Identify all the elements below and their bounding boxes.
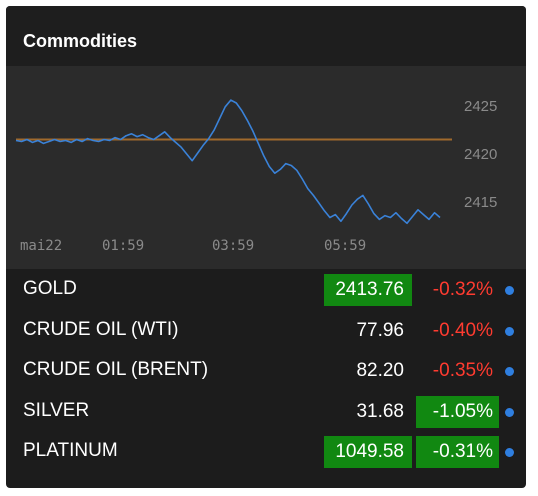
commodity-name: SILVER xyxy=(23,399,90,421)
chart-svg: 2425 2420 2415 mai22 01:59 03:59 05:59 xyxy=(15,98,497,254)
y-tick-label: 2420 xyxy=(464,146,497,163)
commodity-price: 82.20 xyxy=(356,360,404,381)
commodity-change: -0.35% xyxy=(432,360,493,381)
status-dot-icon xyxy=(505,448,514,457)
commodity-name: CRUDE OIL (WTI) xyxy=(23,318,179,340)
commodity-row[interactable]: CRUDE OIL (BRENT) 82.20 -0.35% xyxy=(6,350,526,390)
x-tick-label: 03:59 xyxy=(212,238,254,254)
widget-title: Commodities xyxy=(23,31,138,51)
commodity-name: GOLD xyxy=(23,278,77,299)
commodity-change: -0.40% xyxy=(432,319,493,341)
commodity-price: 77.96 xyxy=(356,319,404,341)
widget-header: Commodities xyxy=(6,6,526,66)
commodity-row[interactable]: SILVER 31.68 -1.05% xyxy=(6,391,526,431)
status-dot-icon xyxy=(505,407,514,417)
status-dot-icon xyxy=(505,367,514,376)
price-line-series xyxy=(15,99,441,225)
commodity-row[interactable]: CRUDE OIL (WTI) 77.96 -0.40% xyxy=(6,310,526,350)
commodity-row[interactable]: PLATINUM 1049.58 -0.31% xyxy=(6,431,526,471)
commodity-price: 1049.58 xyxy=(324,436,412,468)
commodity-change: -1.05% xyxy=(416,395,499,428)
x-tick-label: 05:59 xyxy=(324,238,366,254)
status-dot-icon xyxy=(505,286,514,295)
commodity-name: PLATINUM xyxy=(23,440,118,461)
y-tick-label: 2425 xyxy=(464,98,497,115)
y-tick-label: 2415 xyxy=(464,194,497,211)
commodity-change: -0.32% xyxy=(432,279,493,300)
commodity-change: -0.31% xyxy=(416,436,499,468)
x-tick-label: 01:59 xyxy=(102,238,144,254)
x-tick-label: mai22 xyxy=(20,238,62,254)
price-chart[interactable]: 2425 2420 2415 mai22 01:59 03:59 05:59 xyxy=(6,66,526,269)
commodity-price: 2413.76 xyxy=(324,274,412,306)
commodity-name: CRUDE OIL (BRENT) xyxy=(23,359,209,380)
commodity-price: 31.68 xyxy=(356,400,404,422)
status-dot-icon xyxy=(505,326,514,336)
commodities-widget: Commodities 2425 2420 2415 mai22 01:59 03:59 0… xyxy=(6,6,526,488)
commodity-row[interactable]: GOLD 2413.76 -0.32% xyxy=(6,269,526,309)
